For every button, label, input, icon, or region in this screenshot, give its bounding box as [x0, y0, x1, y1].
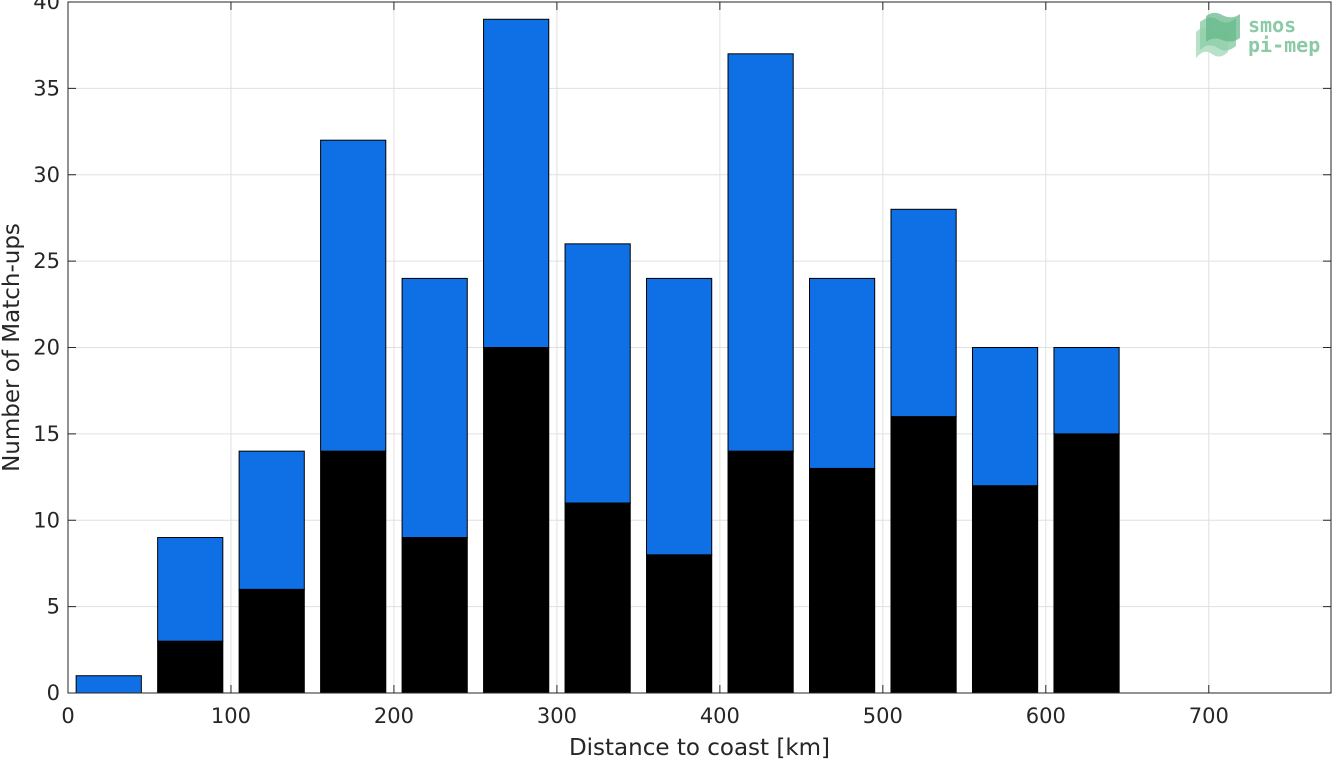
smos-pi-mep-logo: smos pi-mep	[1196, 12, 1320, 58]
logo-line1: smos	[1248, 13, 1296, 37]
bar-segment-1	[727, 450, 794, 694]
y-tick-label: 15	[33, 422, 60, 446]
bar-segment-2	[809, 277, 876, 469]
y-tick-label: 25	[33, 249, 60, 273]
bar-segment-1	[483, 347, 550, 694]
y-tick-label: 10	[33, 508, 60, 532]
bar-segment-1	[320, 450, 387, 694]
bar-segment-1	[157, 640, 224, 694]
x-tick-label: 600	[1026, 704, 1066, 728]
bar-segment-2	[564, 243, 631, 504]
bar-segment-2	[238, 450, 305, 590]
bar-segment-1	[238, 588, 305, 694]
y-tick-label: 20	[33, 336, 60, 360]
logo-wave-icon	[1196, 12, 1240, 58]
x-tick-label: 0	[61, 704, 74, 728]
bar-segment-2	[971, 347, 1039, 487]
bar-segment-2	[890, 208, 957, 418]
bar-segment-1	[564, 502, 631, 694]
bar-segment-2	[727, 53, 794, 452]
bar-segment-1	[890, 416, 957, 694]
y-tick-label: 35	[33, 76, 60, 100]
y-tick-label: 30	[33, 163, 60, 187]
bar-segment-2	[157, 537, 224, 642]
x-tick-label: 400	[700, 704, 740, 728]
bar-segment-2	[646, 277, 713, 556]
bar-segment-2	[75, 675, 142, 694]
y-axis-label: Number of Match-ups	[0, 223, 25, 472]
x-tick-label: 500	[863, 704, 903, 728]
bar-segment-2	[1053, 347, 1120, 435]
x-tick-label: 300	[537, 704, 577, 728]
x-tick-label: 100	[211, 704, 251, 728]
bar-segment-2	[401, 277, 468, 539]
x-axis-label: Distance to coast [km]	[569, 735, 830, 760]
bar-segment-1	[809, 467, 876, 694]
bar-segment-1	[971, 485, 1039, 694]
ticks: 0 100 200 300 400 500 600 700 0 5 10 15 20 25 30 35 40	[33, 0, 1331, 728]
bar-segment-1	[401, 537, 468, 694]
y-tick-label: 40	[33, 0, 60, 14]
x-tick-label: 700	[1189, 704, 1229, 728]
y-tick-label: 5	[47, 595, 60, 619]
bar-segment-2	[320, 139, 387, 452]
bars	[75, 18, 1120, 694]
logo-line2: pi-mep	[1248, 33, 1320, 57]
x-tick-label: 200	[374, 704, 414, 728]
bar-segment-2	[483, 18, 550, 349]
bar-segment-1	[1053, 433, 1120, 694]
bar-segment-1	[646, 554, 713, 694]
y-tick-label: 0	[47, 681, 60, 705]
